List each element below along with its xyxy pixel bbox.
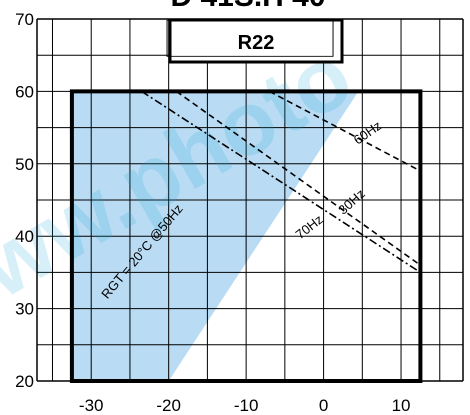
x-tick-label: -20	[156, 396, 181, 415]
refrigerant-label: R22	[238, 32, 275, 54]
y-tick-label: 40	[15, 227, 34, 246]
tick-labels-layer: -30 -20 -10 0 10 20 30 40 50 60 70	[15, 10, 410, 415]
series-line-60hz	[269, 90, 421, 172]
series-layer	[141, 90, 421, 274]
y-tick-label: 70	[15, 10, 34, 29]
x-tick-label: -10	[234, 396, 259, 415]
y-tick-label: 50	[15, 155, 34, 174]
chart-title: D 41S.H 40	[170, 0, 325, 13]
y-tick-label: 30	[15, 300, 34, 319]
refrigerant-box-frame	[168, 18, 344, 64]
series-line-70hz	[141, 90, 421, 274]
x-tick-label: 10	[392, 396, 411, 415]
y-tick-label: 20	[15, 372, 34, 391]
refrigerant-box: R22	[166, 18, 344, 64]
x-tick-label: -30	[79, 396, 104, 415]
annotation-label: 30Hz	[335, 186, 368, 217]
y-tick-label: 60	[15, 82, 34, 101]
x-tick-label: 0	[319, 396, 328, 415]
annotation-label: 70Hz	[293, 212, 326, 243]
refrigerant-box-inner	[166, 19, 334, 57]
